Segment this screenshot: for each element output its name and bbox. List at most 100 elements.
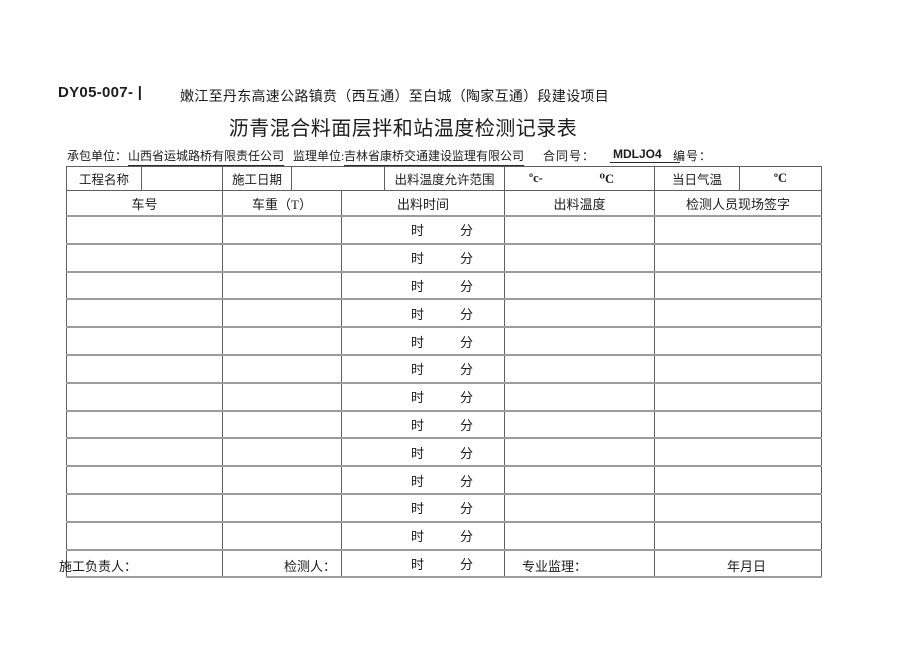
cell-signature	[654, 215, 822, 245]
construction-lead-label: 施工负责人：	[59, 559, 138, 574]
cell-car-number	[66, 437, 223, 467]
contract-no-value: MDLJO4	[610, 147, 680, 163]
cell-discharge-temp	[504, 242, 655, 273]
cell-discharge-time: 时分	[341, 326, 505, 356]
air-temp-unit-cell: ºC	[739, 166, 822, 191]
hour-placeholder: 时	[410, 278, 424, 294]
col-header-car-number: 车号	[66, 190, 223, 217]
cell-car-number	[66, 270, 223, 300]
cell-discharge-temp	[504, 381, 655, 412]
page-title: 沥青混合料面层拌和站温度检测记录表	[228, 118, 578, 140]
cell-signature	[654, 548, 822, 578]
hour-placeholder: 时	[410, 362, 424, 378]
table-data-row: 时分	[66, 242, 822, 273]
minute-placeholder: 分	[460, 556, 474, 572]
hour-placeholder: 时	[410, 473, 424, 489]
table-data-row: 时分	[66, 492, 822, 523]
cell-discharge-time: 时分	[341, 492, 505, 523]
cell-car-weight	[222, 520, 342, 551]
supervision-name: 吉林省康桥交通建设监理有限公司	[344, 147, 525, 166]
hour-placeholder: 时	[410, 251, 424, 267]
col-header-car-weight: 车重（T）	[222, 190, 342, 217]
table-data-row: 时分	[66, 520, 822, 551]
minute-placeholder: 分	[460, 278, 474, 294]
cell-car-number	[66, 520, 223, 551]
cell-signature	[654, 270, 822, 300]
cell-discharge-temp	[504, 270, 655, 300]
cell-signature	[654, 492, 822, 523]
cell-discharge-temp	[504, 492, 655, 523]
construction-date-value-cell	[291, 166, 385, 191]
cell-car-weight	[222, 326, 342, 356]
cell-discharge-temp	[504, 215, 655, 245]
cell-car-number	[66, 381, 223, 412]
hour-placeholder: 时	[410, 417, 424, 433]
cell-signature	[654, 242, 822, 273]
cell-discharge-temp	[504, 326, 655, 356]
temp-range-label-cell: 出料温度允许范围	[384, 166, 505, 191]
cell-discharge-time: 时分	[341, 437, 505, 467]
table-data-row: 时分	[66, 381, 822, 412]
hour-placeholder: 时	[410, 556, 424, 572]
cell-discharge-time: 时分	[341, 215, 505, 245]
cell-car-weight	[222, 298, 342, 328]
cell-car-weight	[222, 353, 342, 384]
cell-discharge-time: 时分	[341, 381, 505, 412]
hour-placeholder: 时	[410, 223, 424, 239]
hour-placeholder: 时	[410, 390, 424, 406]
minute-placeholder: 分	[460, 417, 474, 433]
contract-no-label: 合同号：	[543, 149, 596, 163]
cell-discharge-time: 时分	[341, 409, 505, 439]
cell-discharge-time: 时分	[341, 465, 505, 495]
cell-car-weight	[222, 381, 342, 412]
cell-discharge-time: 时分	[341, 353, 505, 384]
cell-signature	[654, 409, 822, 439]
construction-date-label-cell: 施工日期	[222, 166, 292, 191]
minute-placeholder: 分	[460, 529, 474, 545]
cell-car-number	[66, 492, 223, 523]
air-temp-label-cell: 当日气温	[654, 166, 740, 191]
col-header-discharge-temp: 出料温度	[504, 190, 655, 217]
cell-car-number	[66, 548, 223, 578]
hour-placeholder: 时	[410, 529, 424, 545]
table-data-row: 时分	[66, 548, 822, 578]
cell-car-weight	[222, 270, 342, 300]
cell-car-number	[66, 215, 223, 245]
cell-discharge-temp	[504, 353, 655, 384]
minute-placeholder: 分	[460, 473, 474, 489]
table-data-row: 时分	[66, 270, 822, 300]
cell-signature	[654, 353, 822, 384]
cell-car-number	[66, 326, 223, 356]
cell-discharge-temp	[504, 548, 655, 578]
minute-placeholder: 分	[460, 306, 474, 322]
col-header-signature: 检测人员现场签字	[654, 190, 822, 217]
minute-placeholder: 分	[460, 501, 474, 517]
cell-discharge-temp	[504, 409, 655, 439]
inspector-label: 检测人：	[284, 559, 337, 574]
minute-placeholder: 分	[460, 445, 474, 461]
cell-discharge-time: 时分	[341, 270, 505, 300]
table-info-row: 工程名称 施工日期 出料温度允许范围 ºc- ⁰C 当日气温 ºC	[66, 166, 822, 191]
table-data-row: 时分	[66, 215, 822, 245]
table-data-row: 时分	[66, 465, 822, 495]
col-header-discharge-time: 出料时间	[341, 190, 505, 217]
hour-placeholder: 时	[410, 445, 424, 461]
cell-car-weight	[222, 242, 342, 273]
cell-discharge-time: 时分	[341, 548, 505, 578]
cell-signature	[654, 381, 822, 412]
minute-placeholder: 分	[460, 334, 474, 350]
cell-discharge-temp	[504, 298, 655, 328]
minute-placeholder: 分	[460, 390, 474, 406]
form-code: DY05-007- |	[58, 84, 143, 101]
hour-placeholder: 时	[410, 334, 424, 350]
cell-car-number	[66, 353, 223, 384]
cell-signature	[654, 326, 822, 356]
project-name-label-cell: 工程名称	[66, 166, 142, 191]
cell-discharge-temp	[504, 437, 655, 467]
hour-placeholder: 时	[410, 501, 424, 517]
minute-placeholder: 分	[460, 251, 474, 267]
table-data-row: 时分	[66, 353, 822, 384]
cell-car-number	[66, 465, 223, 495]
cell-car-weight	[222, 409, 342, 439]
supervisor-label: 专业监理：	[522, 559, 588, 574]
